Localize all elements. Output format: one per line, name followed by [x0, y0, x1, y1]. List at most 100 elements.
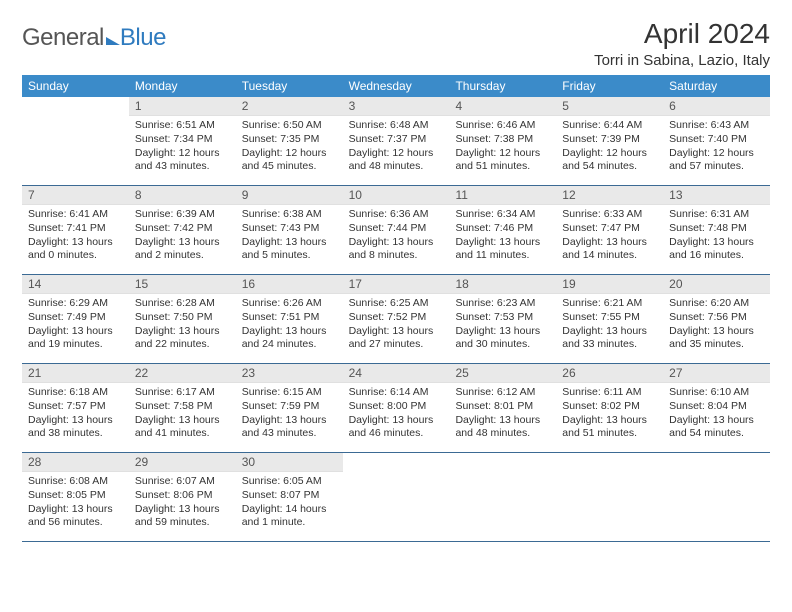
sunset-text: Sunset: 7:50 PM — [135, 311, 230, 324]
day-cell: 2Sunrise: 6:50 AMSunset: 7:35 PMDaylight… — [236, 97, 343, 185]
day-content: Sunrise: 6:48 AMSunset: 7:37 PMDaylight:… — [343, 116, 450, 181]
day-content: Sunrise: 6:25 AMSunset: 7:52 PMDaylight:… — [343, 294, 450, 359]
sunrise-text: Sunrise: 6:36 AM — [349, 208, 444, 221]
sunrise-text: Sunrise: 6:51 AM — [135, 119, 230, 132]
sunrise-text: Sunrise: 6:12 AM — [455, 386, 550, 399]
sunset-text: Sunset: 7:56 PM — [669, 311, 764, 324]
sunrise-text: Sunrise: 6:26 AM — [242, 297, 337, 310]
logo-text-blue: Blue — [120, 24, 166, 52]
day-number: 17 — [343, 275, 450, 294]
sunrise-text: Sunrise: 6:14 AM — [349, 386, 444, 399]
daylight-text: Daylight: 13 hours and 30 minutes. — [455, 325, 550, 351]
sunrise-text: Sunrise: 6:25 AM — [349, 297, 444, 310]
day-content: Sunrise: 6:38 AMSunset: 7:43 PMDaylight:… — [236, 205, 343, 270]
daylight-text: Daylight: 12 hours and 48 minutes. — [349, 147, 444, 173]
day-number: 18 — [449, 275, 556, 294]
day-number: 10 — [343, 186, 450, 205]
sunrise-text: Sunrise: 6:39 AM — [135, 208, 230, 221]
sunset-text: Sunset: 7:44 PM — [349, 222, 444, 235]
sunset-text: Sunset: 7:35 PM — [242, 133, 337, 146]
day-cell: 21Sunrise: 6:18 AMSunset: 7:57 PMDayligh… — [22, 364, 129, 452]
day-cell: 25Sunrise: 6:12 AMSunset: 8:01 PMDayligh… — [449, 364, 556, 452]
location-subtitle: Torri in Sabina, Lazio, Italy — [594, 52, 770, 69]
sunrise-text: Sunrise: 6:05 AM — [242, 475, 337, 488]
day-number: 15 — [129, 275, 236, 294]
day-number: 26 — [556, 364, 663, 383]
sunset-text: Sunset: 8:00 PM — [349, 400, 444, 413]
sunset-text: Sunset: 7:42 PM — [135, 222, 230, 235]
sunrise-text: Sunrise: 6:41 AM — [28, 208, 123, 221]
sunset-text: Sunset: 7:49 PM — [28, 311, 123, 324]
daylight-text: Daylight: 12 hours and 54 minutes. — [562, 147, 657, 173]
day-content: Sunrise: 6:17 AMSunset: 7:58 PMDaylight:… — [129, 383, 236, 448]
day-number: 13 — [663, 186, 770, 205]
day-cell: 11Sunrise: 6:34 AMSunset: 7:46 PMDayligh… — [449, 186, 556, 274]
daylight-text: Daylight: 13 hours and 2 minutes. — [135, 236, 230, 262]
day-cell: 4Sunrise: 6:46 AMSunset: 7:38 PMDaylight… — [449, 97, 556, 185]
day-number: 22 — [129, 364, 236, 383]
day-content: Sunrise: 6:26 AMSunset: 7:51 PMDaylight:… — [236, 294, 343, 359]
sunset-text: Sunset: 7:41 PM — [28, 222, 123, 235]
dow-wednesday: Wednesday — [343, 75, 450, 97]
day-cell: 17Sunrise: 6:25 AMSunset: 7:52 PMDayligh… — [343, 275, 450, 363]
day-cell: 13 Sunrise: 6:31 AMSunset: 7:48 PMDayligh… — [663, 186, 770, 274]
day-cell: 5Sunrise: 6:44 AMSunset: 7:39 PMDaylight… — [556, 97, 663, 185]
day-content: Sunrise: 6:28 AMSunset: 7:50 PMDaylight:… — [129, 294, 236, 359]
day-cell: 1Sunrise: 6:51 AMSunset: 7:34 PMDaylight… — [129, 97, 236, 185]
day-content: Sunrise: 6:23 AMSunset: 7:53 PMDaylight:… — [449, 294, 556, 359]
day-number: 2 — [236, 97, 343, 116]
day-content: Sunrise: 6:14 AMSunset: 8:00 PMDaylight:… — [343, 383, 450, 448]
weeks-container: .1Sunrise: 6:51 AMSunset: 7:34 PMDayligh… — [22, 97, 770, 542]
daylight-text: Daylight: 13 hours and 16 minutes. — [669, 236, 764, 262]
day-number: 6 — [663, 97, 770, 116]
sunset-text: Sunset: 8:04 PM — [669, 400, 764, 413]
day-content: Sunrise: 6:39 AMSunset: 7:42 PMDaylight:… — [129, 205, 236, 270]
day-content: Sunrise: 6:36 AMSunset: 7:44 PMDaylight:… — [343, 205, 450, 270]
daylight-text: Daylight: 13 hours and 54 minutes. — [669, 414, 764, 440]
dow-saturday: Saturday — [663, 75, 770, 97]
sunrise-text: Sunrise: 6:48 AM — [349, 119, 444, 132]
day-cell: 26Sunrise: 6:11 AMSunset: 8:02 PMDayligh… — [556, 364, 663, 452]
sunrise-text: Sunrise: 6:31 AM — [669, 208, 764, 221]
daylight-text: Daylight: 13 hours and 35 minutes. — [669, 325, 764, 351]
day-cell: 22Sunrise: 6:17 AMSunset: 7:58 PMDayligh… — [129, 364, 236, 452]
day-cell: 24Sunrise: 6:14 AMSunset: 8:00 PMDayligh… — [343, 364, 450, 452]
day-cell: 12Sunrise: 6:33 AMSunset: 7:47 PMDayligh… — [556, 186, 663, 274]
day-number: 23 — [236, 364, 343, 383]
sunrise-text: Sunrise: 6:20 AM — [669, 297, 764, 310]
week-row: 14Sunrise: 6:29 AMSunset: 7:49 PMDayligh… — [22, 275, 770, 364]
day-cell: 19Sunrise: 6:21 AMSunset: 7:55 PMDayligh… — [556, 275, 663, 363]
sunset-text: Sunset: 7:52 PM — [349, 311, 444, 324]
month-year-title: April 2024 — [594, 18, 770, 50]
day-content: Sunrise: 6:41 AMSunset: 7:41 PMDaylight:… — [22, 205, 129, 270]
day-cell: . — [22, 97, 129, 185]
daylight-text: Daylight: 12 hours and 51 minutes. — [455, 147, 550, 173]
day-number: 24 — [343, 364, 450, 383]
day-content: Sunrise: 6:20 AMSunset: 7:56 PMDaylight:… — [663, 294, 770, 359]
sunset-text: Sunset: 7:51 PM — [242, 311, 337, 324]
sunset-text: Sunset: 8:02 PM — [562, 400, 657, 413]
day-number: 21 — [22, 364, 129, 383]
day-content: Sunrise: 6:15 AMSunset: 7:59 PMDaylight:… — [236, 383, 343, 448]
day-cell: 3Sunrise: 6:48 AMSunset: 7:37 PMDaylight… — [343, 97, 450, 185]
daylight-text: Daylight: 13 hours and 19 minutes. — [28, 325, 123, 351]
sunrise-text: Sunrise: 6:21 AM — [562, 297, 657, 310]
day-number: 11 — [449, 186, 556, 205]
daylight-text: Daylight: 13 hours and 27 minutes. — [349, 325, 444, 351]
day-cell: 8Sunrise: 6:39 AMSunset: 7:42 PMDaylight… — [129, 186, 236, 274]
day-content: Sunrise: 6:33 AMSunset: 7:47 PMDaylight:… — [556, 205, 663, 270]
daylight-text: Daylight: 13 hours and 24 minutes. — [242, 325, 337, 351]
sunset-text: Sunset: 7:48 PM — [669, 222, 764, 235]
sunset-text: Sunset: 7:59 PM — [242, 400, 337, 413]
day-number: 4 — [449, 97, 556, 116]
logo: General Blue — [22, 18, 166, 57]
sunrise-text: Sunrise: 6:46 AM — [455, 119, 550, 132]
sunrise-text: Sunrise: 6:34 AM — [455, 208, 550, 221]
day-number: 19 — [556, 275, 663, 294]
dow-sunday: Sunday — [22, 75, 129, 97]
day-cell: 23Sunrise: 6:15 AMSunset: 7:59 PMDayligh… — [236, 364, 343, 452]
day-content: Sunrise: 6:29 AMSunset: 7:49 PMDaylight:… — [22, 294, 129, 359]
daylight-text: Daylight: 13 hours and 22 minutes. — [135, 325, 230, 351]
week-row: 28Sunrise: 6:08 AMSunset: 8:05 PMDayligh… — [22, 453, 770, 542]
day-number: 7 — [22, 186, 129, 205]
